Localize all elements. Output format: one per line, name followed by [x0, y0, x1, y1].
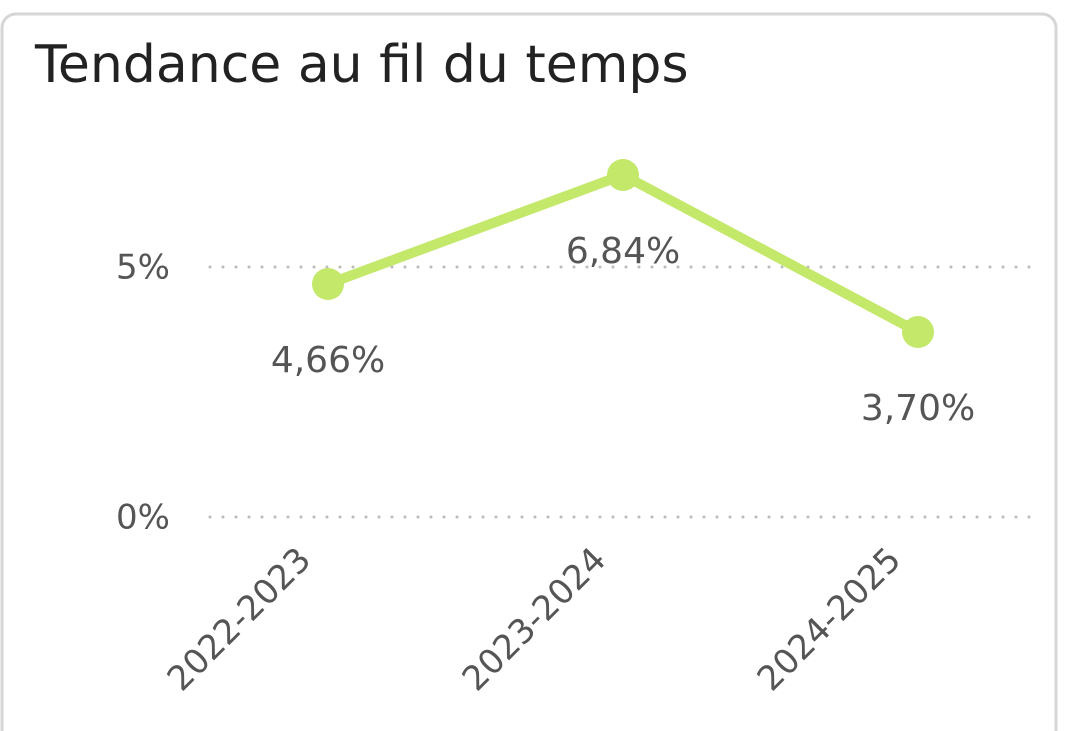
data-label: 4,66%: [271, 340, 385, 381]
y-tick-label: 0%: [116, 498, 170, 538]
point: [902, 316, 934, 348]
data-label: 3,70%: [861, 388, 975, 429]
point: [312, 268, 344, 300]
y-tick-label: 5%: [116, 248, 170, 288]
data-label: 6,84%: [566, 231, 680, 272]
chart-title: Tendance au fil du temps: [34, 35, 689, 95]
card: [0, 12, 1058, 731]
point: [607, 159, 639, 191]
